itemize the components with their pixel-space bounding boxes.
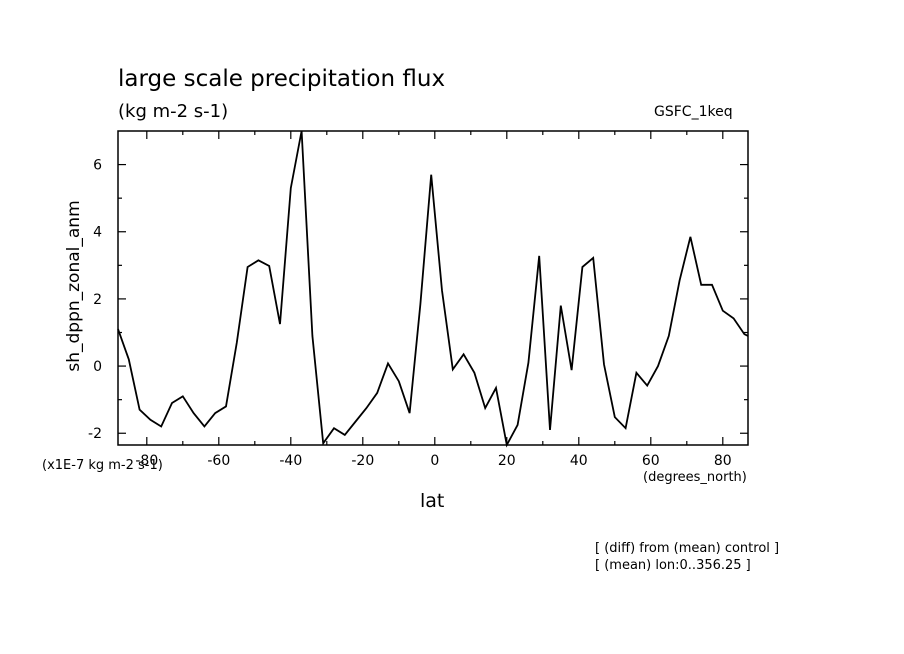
x-tick-label: 40 <box>570 453 588 469</box>
x-axis-units: (degrees_north) <box>643 470 747 485</box>
y-tick-label: 6 <box>93 158 102 174</box>
footnote-diff: [ (diff) from (mean) control ] <box>595 541 780 556</box>
series-line <box>117 130 749 448</box>
model-label: GSFC_1keq <box>654 104 733 120</box>
x-tick-label: -80 <box>135 453 158 469</box>
y-axis-units: (x1E-7 kg m-2 s-1) <box>42 458 163 473</box>
plot-frame <box>117 130 749 446</box>
y-tick-label: 0 <box>93 359 102 375</box>
x-tick-label: -60 <box>207 453 230 469</box>
x-tick-label: 20 <box>498 453 516 469</box>
x-tick-label: -40 <box>279 453 302 469</box>
y-tick-label: -2 <box>88 426 102 442</box>
x-tick-label: 60 <box>642 453 660 469</box>
y-tick-label: 2 <box>93 292 102 308</box>
x-tick-label: -20 <box>351 453 374 469</box>
chart-subtitle-units: (kg m-2 s-1) <box>118 101 229 122</box>
x-axis-label: lat <box>420 490 445 512</box>
y-tick-label: 4 <box>93 225 102 241</box>
x-tick-label: 0 <box>430 453 439 469</box>
y-axis-label: sh_dppn_zonal_anm <box>64 200 84 371</box>
chart-title: large scale precipitation flux <box>118 66 446 92</box>
x-tick-label: 80 <box>714 453 732 469</box>
footnote-mean: [ (mean) lon:0..356.25 ] <box>595 558 751 573</box>
